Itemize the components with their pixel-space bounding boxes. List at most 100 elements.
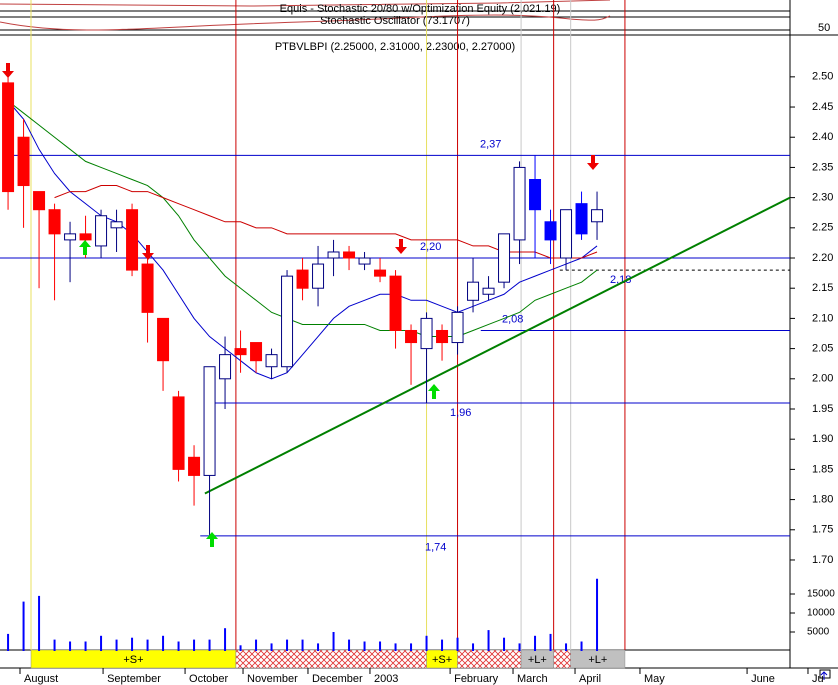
level-label: 2,20: [420, 241, 441, 253]
candle-body: [234, 348, 247, 356]
y-tick-label: 1.85: [812, 463, 833, 475]
sell-arrow: [142, 245, 154, 260]
candle-body: [95, 215, 108, 247]
candle-body: [374, 269, 387, 277]
x-tick-label: March: [517, 673, 548, 685]
stochastic-line: [0, 14, 611, 31]
signal-label: +S+: [123, 654, 143, 666]
signal-band: [457, 649, 522, 669]
x-tick-label: June: [751, 673, 775, 685]
corner-icon: [819, 669, 831, 679]
candle-body: [157, 317, 170, 362]
corner-arrow: [820, 671, 828, 680]
candle-body: [17, 136, 30, 187]
candle-body: [48, 209, 61, 235]
equity-line: [0, 0, 611, 7]
candle-body: [265, 354, 278, 368]
trendline: [204, 196, 791, 495]
stochastic-panel: Equis - Stochastic 20/80 w/Optimization …: [0, 0, 838, 36]
x-tick-label: October: [189, 673, 228, 685]
indicator-title: Equis - Stochastic 20/80 w/Optimization …: [280, 3, 561, 15]
buy-arrow: [428, 384, 440, 399]
candle-body: [513, 166, 526, 241]
level-label: 1,96: [450, 407, 471, 419]
ma-line: [7, 100, 598, 338]
level-label: 2,18: [610, 274, 631, 286]
sell-arrow: [2, 63, 14, 78]
y-tick-label: 1.80: [812, 493, 833, 505]
candle-body: [327, 251, 340, 259]
level-label: 2,08: [502, 313, 523, 325]
x-tick-label: 2003: [374, 673, 398, 685]
candle-body: [126, 209, 139, 271]
candle-body: [436, 329, 449, 344]
y-tick-label: 2.35: [812, 161, 833, 173]
candle-body: [498, 233, 511, 283]
y-tick-label: 10000: [807, 608, 835, 619]
sell-arrow: [395, 239, 407, 254]
buy-arrow: [206, 532, 218, 547]
y-tick-label: 1.90: [812, 433, 833, 445]
y-tick-label: 2.05: [812, 343, 833, 355]
y-tick-label: 1.95: [812, 403, 833, 415]
candle-body: [79, 233, 92, 241]
chart-title: PTBVLBPI (2.25000, 2.31000, 2.23000, 2.2…: [275, 41, 515, 53]
candle-body: [544, 221, 557, 241]
signal-label: +L+: [528, 654, 547, 666]
y-tick-label: 1.70: [812, 554, 833, 566]
candle-body: [64, 233, 77, 241]
x-tick-label: Ju: [812, 673, 824, 685]
candle-body: [141, 263, 154, 313]
candle-body: [110, 221, 123, 229]
candle-body: [203, 366, 216, 476]
signal-band: [235, 649, 427, 669]
candle-body: [219, 354, 232, 380]
candle-body: [575, 203, 588, 235]
signal-band: [553, 649, 571, 669]
x-tick-label: August: [24, 673, 58, 685]
y-tick-label: 5000: [807, 627, 830, 638]
indicator-subtitle: Stochastic Oscillator (73.1707): [320, 15, 470, 27]
candle-body: [343, 251, 356, 259]
candle-body: [296, 269, 309, 289]
y-tick-label: 2.10: [812, 312, 833, 324]
candle-body: [389, 275, 402, 331]
candle-body: [560, 209, 573, 259]
candle-body: [33, 191, 46, 211]
level-label: 1,74: [425, 542, 446, 554]
y-tick-label: 2.20: [812, 252, 833, 264]
y-tick-label: 1.75: [812, 524, 833, 536]
y-tick-label: 2.25: [812, 222, 833, 234]
x-tick-label: September: [107, 673, 161, 685]
candle-body: [358, 257, 371, 265]
signal-label: +S+: [432, 654, 452, 666]
x-tick-label: April: [579, 673, 601, 685]
buy-arrow: [79, 240, 91, 255]
candle-body: [451, 311, 464, 344]
candle-body: [250, 342, 263, 362]
y-tick-label: 15000: [807, 589, 835, 600]
candle-body: [529, 179, 542, 211]
candle-body: [188, 456, 201, 476]
sell-arrow: [587, 155, 599, 170]
x-tick-label: May: [644, 673, 665, 685]
candle-body: [591, 209, 604, 223]
y-tick-label: 2.40: [812, 131, 833, 143]
y-tick-label: 2.00: [812, 373, 833, 385]
y-tick-label: 2.45: [812, 101, 833, 113]
candle-body: [405, 329, 418, 344]
level-label: 2,37: [480, 138, 501, 150]
y-tick-label: 50: [818, 22, 830, 34]
signal-label: +L+: [588, 654, 607, 666]
candle-body: [2, 82, 15, 193]
y-tick-label: 2.50: [812, 71, 833, 83]
x-tick-label: November: [247, 673, 298, 685]
candle-body: [172, 396, 185, 470]
candle-body: [467, 281, 480, 301]
y-tick-label: 2.15: [812, 282, 833, 294]
candle-body: [420, 317, 433, 350]
y-tick-label: 2.30: [812, 192, 833, 204]
